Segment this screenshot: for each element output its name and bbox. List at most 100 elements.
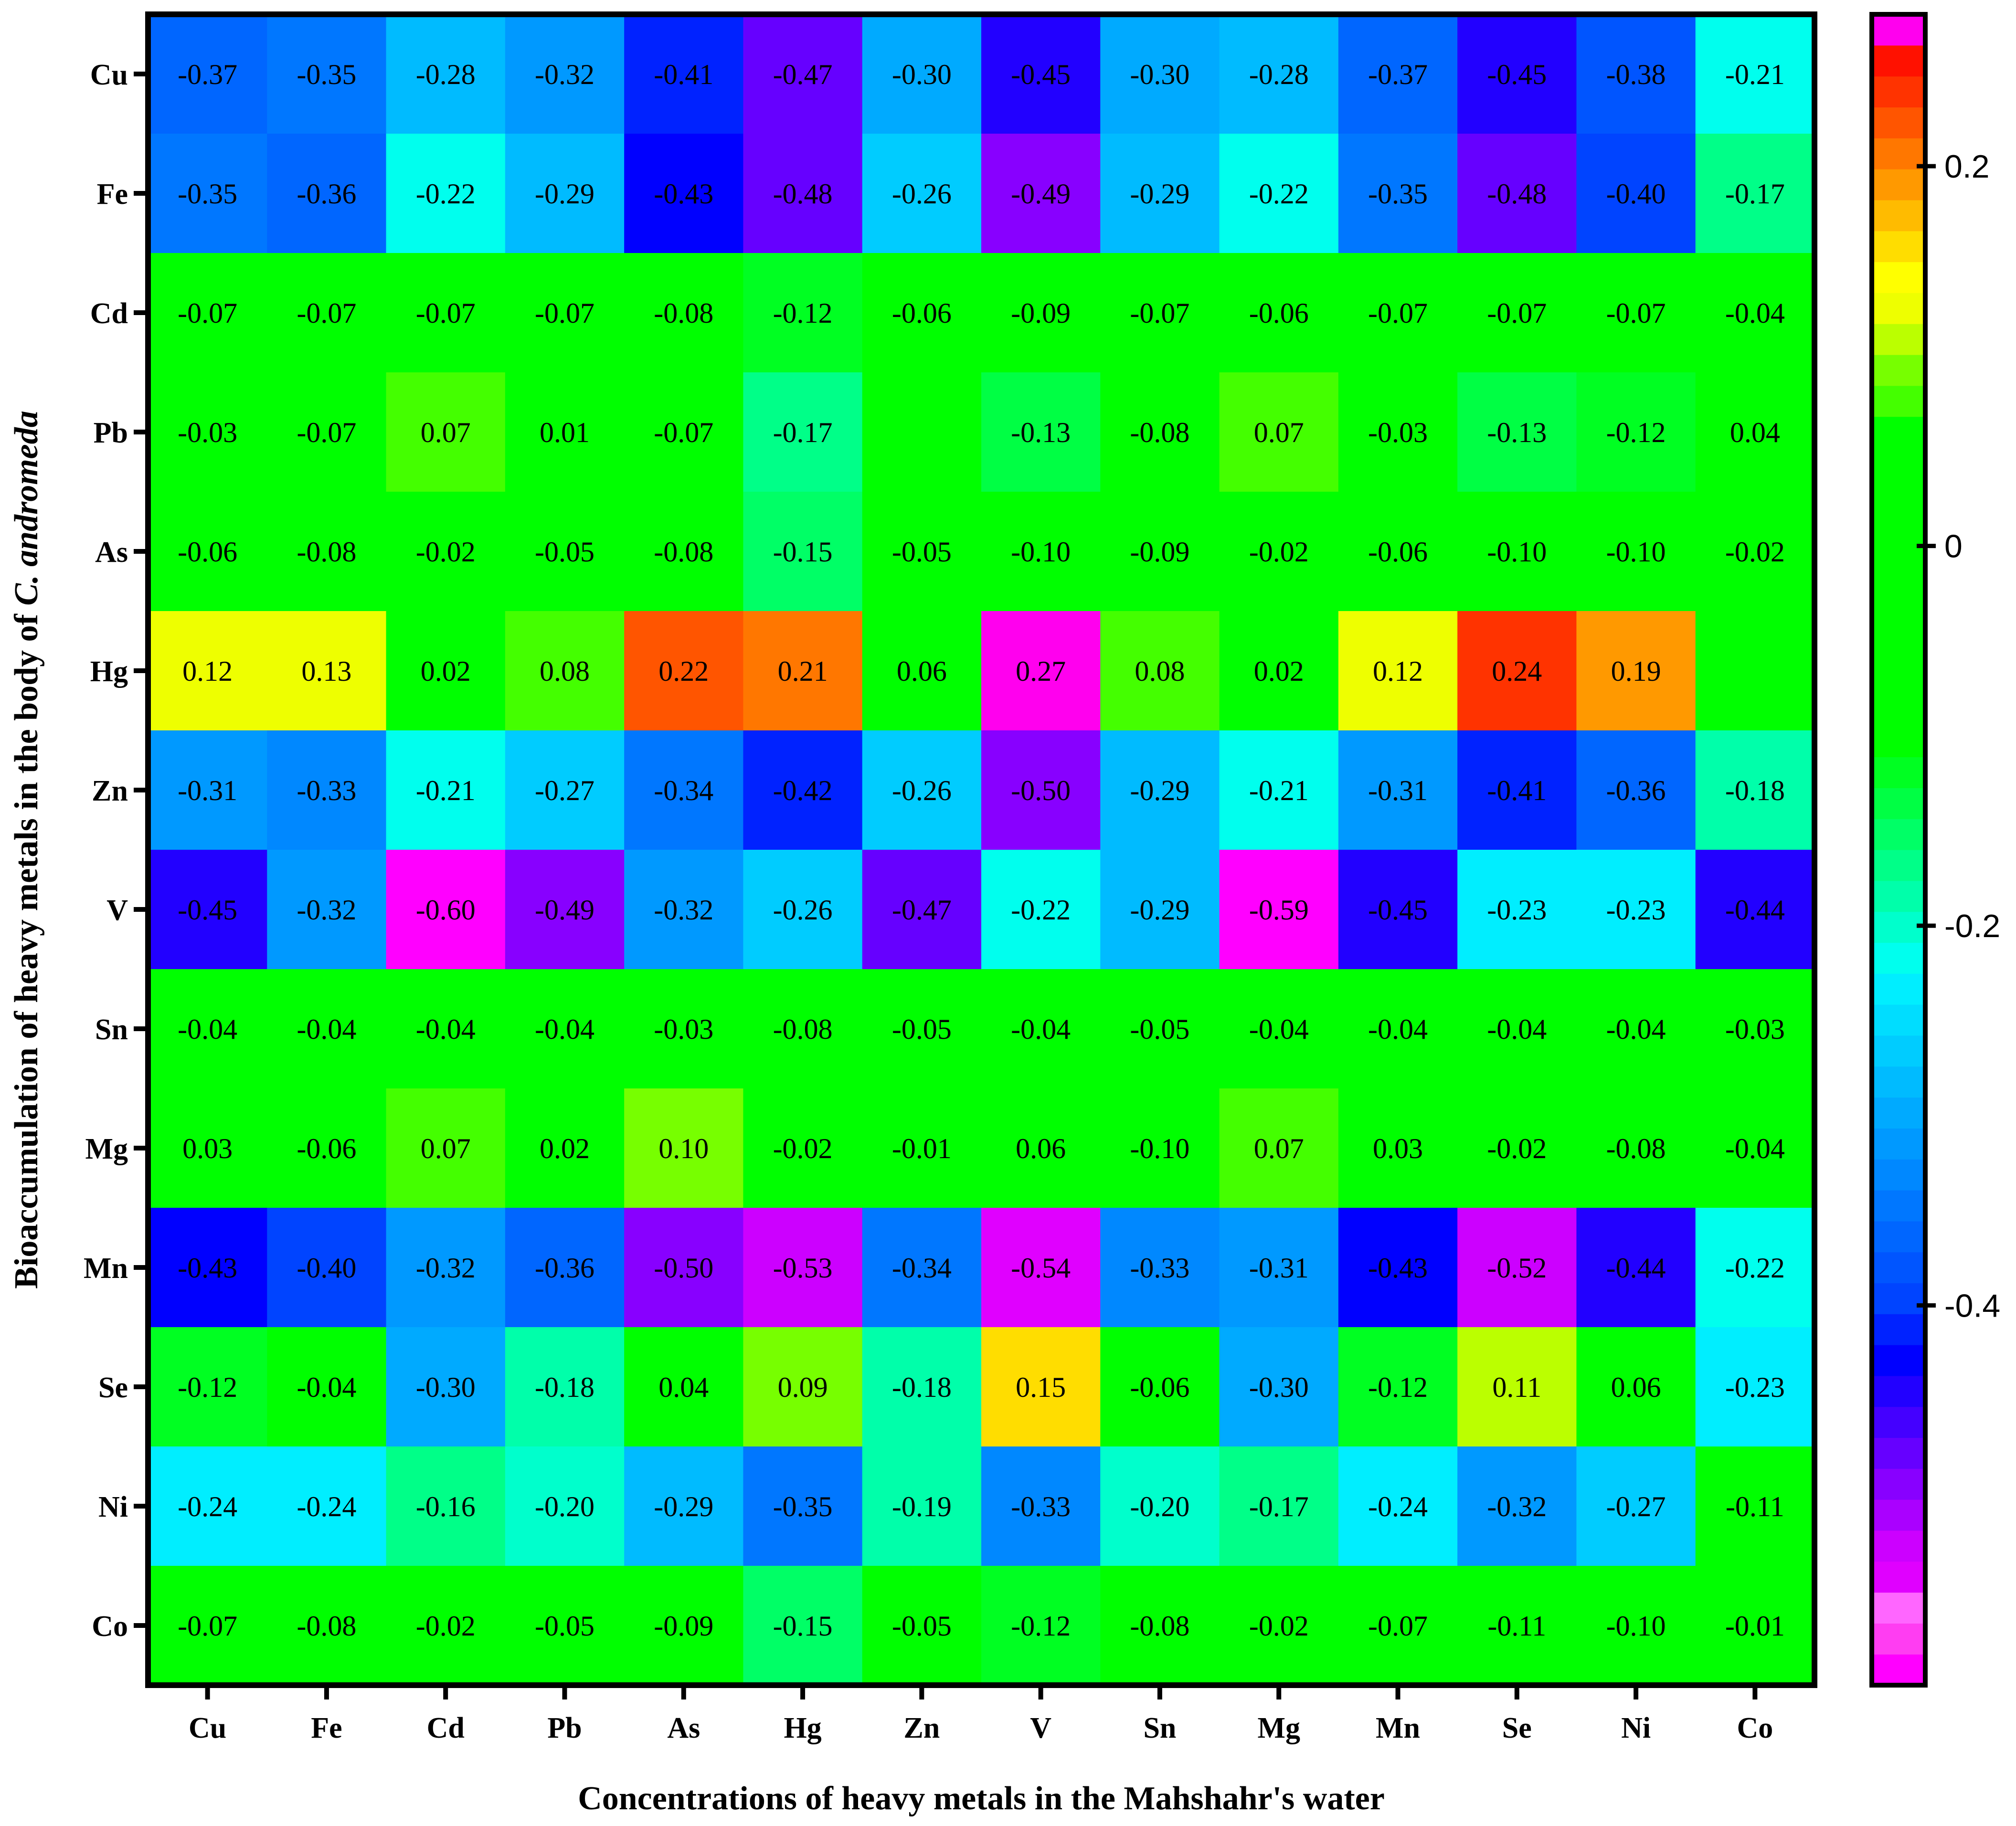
cell-value-label: -0.33: [1130, 1252, 1189, 1284]
cell-value-label: -0.12: [1011, 1610, 1071, 1642]
heatmap-cell: [1457, 611, 1577, 731]
cell-value-label: 0.22: [658, 655, 709, 687]
cell-value-label: -0.10: [1606, 1610, 1666, 1642]
heatmap-cell: [1219, 730, 1339, 850]
heatmap-cell: [1219, 850, 1339, 970]
cell-value-label: -0.27: [1606, 1491, 1666, 1522]
heatmap-cell: [1576, 1446, 1696, 1566]
cell-value-label: -0.34: [654, 775, 713, 806]
heatmap-cell: [1457, 1446, 1577, 1566]
heatmap-cell: [862, 134, 982, 253]
colorbar-band: [1872, 1252, 1925, 1284]
colorbar-tick-label: -0.2: [1944, 908, 2000, 944]
colorbar-band: [1872, 602, 1925, 633]
heatmap-cell: [148, 1208, 267, 1328]
colorbar-band: [1872, 1375, 1925, 1407]
heatmap-cell: [862, 1566, 982, 1686]
cell-value-label: -0.37: [178, 59, 237, 90]
heatmap-cell: [1100, 1088, 1220, 1208]
heatmap-cell-labels: -0.37 -0.35 -0.28 -0.32 -0.41 -0.47 -0.30 -0.45…: [178, 59, 1785, 1642]
cell-value-label: -0.02: [416, 1610, 476, 1642]
colorbar-band: [1872, 726, 1925, 758]
cell-value-label: -0.24: [297, 1491, 356, 1522]
heatmap-cell: [267, 1208, 387, 1328]
y-tick-label: As: [95, 536, 128, 569]
heatmap-cell: [386, 134, 506, 253]
heatmap-cell: [1576, 1208, 1696, 1328]
plot-frame: [145, 11, 1817, 1688]
heatmap-cell: [505, 253, 625, 373]
heatmap-cell: [743, 1566, 863, 1686]
cell-value-label: 0.10: [658, 1133, 709, 1164]
colorbar-band: [1872, 788, 1925, 819]
cell-value-label: -0.41: [1487, 775, 1547, 806]
heatmap-cell: [1100, 1446, 1220, 1566]
cell-value-label: -0.30: [1130, 59, 1189, 90]
heatmap-cell: [148, 969, 267, 1089]
heatmap-cell: [1219, 1208, 1339, 1328]
heatmap-cell: [1695, 492, 1815, 612]
x-tick-label: Se: [1502, 1712, 1532, 1744]
heatmap-cell: [624, 969, 744, 1089]
y-axis-title-prefix: Bioaccumulation of heavy metals in the b…: [8, 606, 45, 1289]
heatmap-cell: [1695, 730, 1815, 850]
heatmap-cell: [862, 372, 982, 492]
cell-value-label: -0.18: [892, 1372, 952, 1403]
colorbar-band: [1872, 1004, 1925, 1036]
heatmap-cell: [1338, 253, 1458, 373]
cell-value-label: -0.04: [297, 1013, 356, 1045]
colorbar-band: [1872, 1159, 1925, 1191]
y-tick-label: Mn: [84, 1252, 128, 1285]
heatmap-cell: [267, 850, 387, 970]
heatmap-cell: [386, 1327, 506, 1447]
cell-value-label: -0.23: [1487, 894, 1547, 926]
cell-value-label: 0.27: [1016, 655, 1066, 687]
heatmap-cell: [386, 1566, 506, 1686]
colorbar-band: [1872, 169, 1925, 201]
heatmap-cell: [743, 253, 863, 373]
cell-value-label: -0.04: [1487, 1013, 1547, 1045]
cell-value-label: -0.41: [654, 59, 713, 90]
cell-value-label: -0.05: [535, 1610, 594, 1642]
heatmap-cell: [505, 134, 625, 253]
cell-value-label: -0.44: [1606, 1252, 1666, 1284]
colorbar-band: [1872, 1345, 1925, 1376]
heatmap-cell: [862, 14, 982, 134]
cell-value-label: -0.02: [1249, 1610, 1309, 1642]
heatmap-cell: [1338, 372, 1458, 492]
cell-value-label: -0.16: [416, 1491, 476, 1522]
cell-value-label: -0.07: [654, 417, 713, 448]
heatmap-cell: [505, 14, 625, 134]
colorbar-band: [1872, 942, 1925, 974]
heatmap-cell: [1100, 730, 1220, 850]
cell-value-label: -0.33: [297, 775, 356, 806]
colorbar-band: [1872, 1530, 1925, 1562]
heatmap-cell: [386, 730, 506, 850]
cell-value-label: -0.03: [654, 1013, 713, 1045]
cell-value-label: -0.15: [773, 1610, 833, 1642]
heatmap-cell: [1695, 969, 1815, 1089]
cell-value-label: 0.06: [1016, 1133, 1066, 1164]
heatmap-cell: [743, 492, 863, 612]
cell-value-label: -0.09: [1011, 297, 1071, 329]
heatmap-cell: [862, 969, 982, 1089]
heatmap-cell: [148, 1566, 267, 1686]
heatmap-cell: [1100, 14, 1220, 134]
heatmap-cell: [862, 1446, 982, 1566]
heatmap-cell: [624, 850, 744, 970]
cell-value-label: -0.10: [1487, 536, 1547, 568]
cell-value-label: -0.02: [1249, 536, 1309, 568]
cell-value-label: -0.12: [1606, 417, 1666, 448]
cell-value-label: -0.30: [892, 59, 952, 90]
heatmap-cell: [148, 850, 267, 970]
x-tick-label: Fe: [311, 1712, 342, 1744]
cell-value-label: 0.03: [1373, 1133, 1423, 1164]
x-tick-label: Ni: [1621, 1712, 1651, 1744]
colorbar-band: [1872, 107, 1925, 138]
heatmap-cell: [267, 611, 387, 731]
heatmap-cell: [862, 253, 982, 373]
cell-value-label: -0.08: [654, 536, 713, 568]
heatmap-cell: [1457, 730, 1577, 850]
cell-value-label: -0.53: [773, 1252, 833, 1284]
cell-value-label: -0.13: [1487, 417, 1547, 448]
